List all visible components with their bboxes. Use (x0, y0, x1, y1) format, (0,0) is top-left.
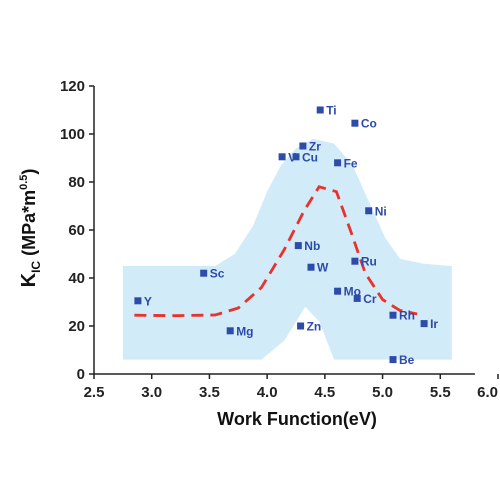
data-label-w: W (317, 261, 329, 275)
data-point-mg (226, 327, 234, 335)
data-point-ir (420, 320, 428, 328)
x-tick-label: 6.0 (477, 384, 498, 401)
data-label-zr: Zr (309, 140, 321, 154)
y-tick-label: 60 (68, 222, 85, 239)
trend-line (134, 185, 418, 318)
x-tick-label: 4.0 (257, 384, 278, 401)
data-label-ir: Ir (430, 317, 438, 331)
y-axis-title-sup: 0.5 (18, 175, 30, 190)
data-label-rh: Rh (399, 309, 415, 323)
data-label-v: V (288, 150, 296, 164)
x-tick-label: 4.5 (314, 384, 335, 401)
y-tick-label: 100 (60, 126, 85, 143)
data-label-cr: Cr (363, 292, 377, 306)
data-label-nb: Nb (304, 239, 320, 253)
y-axis-title-unit: (MPa*m (19, 190, 39, 261)
data-point-y (134, 297, 142, 305)
x-axis-ticks: 2.5 3.0 3.5 4.0 4.5 5.0 5.5 6.0 (84, 374, 499, 401)
data-point-rh (389, 311, 397, 319)
data-label-y: Y (144, 294, 152, 308)
data-point-co (351, 119, 359, 127)
data-label-ru: Ru (361, 255, 377, 269)
confidence-band (122, 138, 452, 360)
y-tick-label: 120 (60, 78, 85, 95)
x-tick-label: 5.5 (430, 384, 451, 401)
y-axis-title-main: K (18, 272, 40, 287)
data-point-cu (292, 153, 300, 161)
data-label-ti: Ti (326, 104, 336, 118)
data-point-ti (316, 106, 324, 114)
data-point-zn (297, 322, 305, 330)
data-label-be: Be (399, 353, 415, 367)
y-tick-label: 80 (68, 174, 85, 191)
data-point-mo (334, 287, 342, 295)
y-tick-label: 20 (68, 318, 85, 335)
y-axis-title-sub: IC (29, 261, 43, 273)
x-tick-label: 3.5 (199, 384, 220, 401)
data-label-fe: Fe (344, 156, 358, 170)
data-label-cu: Cu (302, 150, 318, 164)
data-point-nb (294, 242, 302, 250)
data-point-be (389, 356, 397, 364)
data-label-sc: Sc (210, 267, 225, 281)
y-tick-label: 0 (77, 366, 85, 383)
data-point-zr (299, 142, 307, 150)
x-tick-label: 2.5 (84, 384, 105, 401)
data-label-ni: Ni (375, 204, 387, 218)
y-axis-title-close: ) (19, 169, 39, 175)
data-point-ni (365, 207, 373, 215)
x-tick-label: 3.0 (141, 384, 162, 401)
y-tick-label: 40 (68, 270, 85, 287)
y-axis-title: KIC (MPa*m0.5) (18, 169, 43, 288)
data-point-w (307, 263, 315, 271)
data-point-v (278, 153, 286, 161)
data-point-fe (334, 159, 342, 167)
y-axis-ticks: 0 20 40 60 80 100 120 (60, 78, 94, 383)
data-point-cr (353, 294, 361, 302)
x-axis-title: Work Function(eV) (217, 409, 377, 429)
data-point-ru (351, 257, 359, 265)
x-tick-label: 5.0 (372, 384, 393, 401)
data-label-mg: Mg (236, 324, 253, 338)
data-label-co: Co (361, 117, 377, 131)
data-label-zn: Zn (307, 320, 322, 334)
data-point-sc (200, 269, 208, 277)
